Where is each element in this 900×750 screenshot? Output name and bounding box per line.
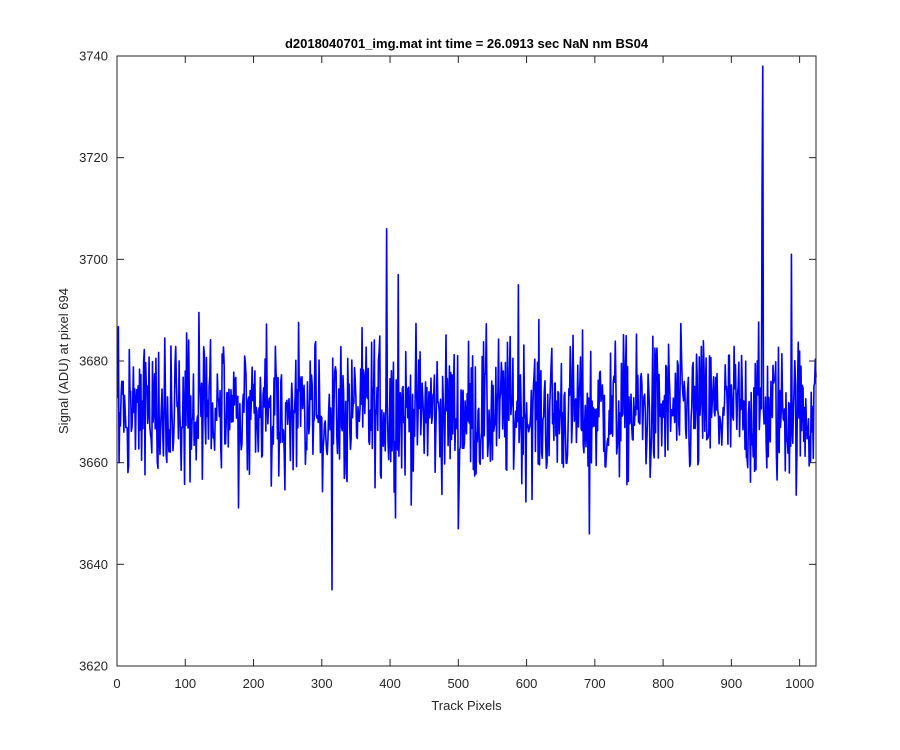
x-tick-label: 200 xyxy=(243,676,265,691)
x-axis-label: Track Pixels xyxy=(431,698,502,713)
y-tick-label: 3720 xyxy=(79,150,108,165)
x-tick-label: 700 xyxy=(584,676,606,691)
chart-title: d2018040701_img.mat int time = 26.0913 s… xyxy=(285,36,649,51)
x-tick-label: 300 xyxy=(311,676,333,691)
x-tick-label: 1000 xyxy=(785,676,814,691)
y-axis-label: Signal (ADU) at pixel 694 xyxy=(56,288,71,434)
y-tick-label: 3620 xyxy=(79,659,108,674)
y-tick-label: 3740 xyxy=(79,49,108,64)
y-tick-label: 3700 xyxy=(79,252,108,267)
y-axis: 3620 3640 3660 3680 3700 3720 3740 xyxy=(79,49,816,674)
y-tick-label: 3640 xyxy=(79,557,108,572)
x-tick-label: 100 xyxy=(174,676,196,691)
y-tick-label: 3660 xyxy=(79,455,108,470)
x-tick-label: 500 xyxy=(447,676,469,691)
x-tick-label: 800 xyxy=(652,676,674,691)
x-tick-label: 400 xyxy=(379,676,401,691)
x-tick-label: 0 xyxy=(113,676,120,691)
x-tick-label: 900 xyxy=(721,676,743,691)
signal-series-line xyxy=(116,65,817,591)
y-tick-label: 3680 xyxy=(79,354,108,369)
data-layer xyxy=(116,65,817,591)
x-axis: 0 100 200 300 400 500 600 700 800 900 1000 xyxy=(113,56,814,691)
x-tick-label: 600 xyxy=(516,676,538,691)
